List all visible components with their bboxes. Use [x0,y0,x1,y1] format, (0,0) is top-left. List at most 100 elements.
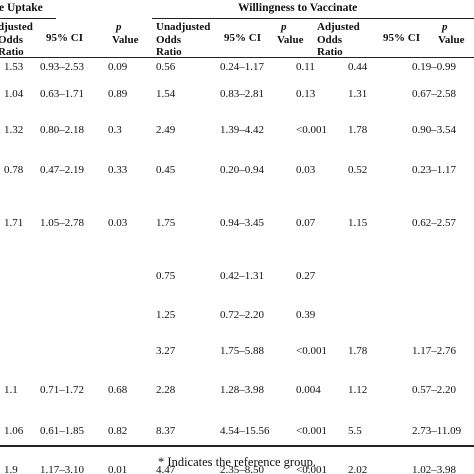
cell-adjusted-or-2: 5.5 [348,425,362,437]
cell-adjusted-or-2 [348,254,412,298]
cell-ci-1 [40,332,108,370]
cell-adjusted-or-2: 1.78 [348,124,368,136]
cell-adjusted-or-2: 1.78 [348,345,368,357]
cell-adjusted-or-1: 0.78 [4,164,24,176]
group-rule-uptake [0,18,56,19]
cell-ci-1: 0.61–1.85 [40,425,84,437]
cell-adjusted-or-1: 1.53 [4,60,24,73]
table-row: 1.25 0.72–2.20 0.39 [0,298,474,332]
cell-ci-3 [412,298,474,332]
table-row: 1.04 0.63–1.71 0.89 1.54 0.83–2.81 0.13 1.31 0.… [0,76,474,112]
table-row: 1.32 0.80–2.18 0.3 2.49 1.39–4.42 <0.001 1.78 0… [0,112,474,148]
footnote: * Indicates the reference group. [158,455,316,469]
cell-adjusted-or-1: 1.06 [4,425,24,437]
cell-p-value-1 [108,332,156,370]
table-row: 0.75 0.42–1.31 0.27 [0,254,474,298]
cell-p-value-2: 0.03 [296,164,316,176]
cell-adjusted-or-2: 1.15 [348,217,368,229]
header-p-3: p Value [438,21,465,46]
cell-ci-3: 1.17–2.76 [412,345,456,357]
cell-p-value-2: 0.07 [296,217,316,229]
cell-p-value-1: 0.82 [108,425,128,437]
cell-adjusted-or-1 [0,332,40,370]
cell-adjusted-or-1: 1.32 [4,124,24,136]
header-bottom-rule [0,57,474,58]
cell-ci-2: 4.54–15.56 [220,425,270,437]
data-table: 1.53 0.93–2.53 0.09 0.56 0.24–1.17 0.11 0.44 0.… [0,57,474,474]
cell-ci-3: 1.02–3.98 [412,464,456,474]
header-unadjusted-or: Unadjusted Odds Ratio [156,21,211,58]
cell-ci-3: 0.57–2.20 [412,384,456,396]
cell-p-value-1: 0.3 [108,124,122,136]
table-row: 0.78 0.47–2.19 0.33 0.45 0.20–0.94 0.03 0.52 0.… [0,148,474,192]
cell-p-value-1 [108,254,156,298]
header-p-1: p Value [112,21,139,46]
cell-ci-2: 1.75–5.88 [220,345,264,357]
cell-ci-3 [412,254,474,298]
cell-ci-2: 1.28–3.98 [220,384,264,396]
cell-unadjusted-or: 0.56 [156,60,176,73]
cell-adjusted-or-1: 1.04 [4,88,24,100]
cell-ci-2: 1.39–4.42 [220,124,264,136]
cell-unadjusted-or: 1.54 [156,88,176,100]
cell-p-value-1 [108,298,156,332]
header-ci-2: 95% CI [224,32,261,44]
header-ci-3: 95% CI [383,32,420,44]
cell-ci-3: 2.73–11.09 [412,425,462,437]
cell-ci-3: 0.19–0.99 [412,60,456,73]
cell-p-value-1: 0.89 [108,88,128,100]
cell-ci-2: 0.20–0.94 [220,164,264,176]
cell-ci-1: 1.17–3.10 [40,464,84,474]
table-row: 1.9 1.17–3.10 0.01 4.47 2.35–8.50 <0.001 2.02 1… [0,452,474,474]
cell-ci-2: 2.35–8.50 [220,464,264,474]
cell-p-value-1: 0.68 [108,384,128,396]
cell-ci-1: 0.63–1.71 [40,88,84,100]
cell-ci-1: 0.93–2.53 [40,60,84,73]
table-row: 1.1 0.71–1.72 0.68 2.28 1.28–3.98 0.004 1.12 0.… [0,370,474,410]
header-p-2: p Value [277,21,304,46]
table-row: 1.53 0.93–2.53 0.09 0.56 0.24–1.17 0.11 0.44 0.… [0,57,474,76]
header-adjusted-or-1: djusted Odds Ratio [0,21,33,58]
cell-p-value-2: 0.27 [296,270,316,282]
cell-unadjusted-or: 2.49 [156,124,176,136]
cell-unadjusted-or: 0.75 [156,270,176,282]
cell-ci-3: 0.62–2.57 [412,217,456,229]
cell-adjusted-or-2: 2.02 [348,464,368,474]
cell-ci-1: 1.05–2.78 [40,217,84,229]
cell-ci-1 [40,298,108,332]
cell-adjusted-or-1: 1.1 [4,384,18,396]
cell-ci-1 [40,254,108,298]
group-title-uptake: e Uptake [0,2,43,14]
cell-unadjusted-or: 4.47 [156,464,176,474]
cell-adjusted-or-2: 0.44 [348,60,368,73]
cell-ci-2: 0.94–3.45 [220,217,264,229]
cell-ci-2: 0.83–2.81 [220,88,264,100]
cell-p-value-2: 0.39 [296,309,316,321]
cell-adjusted-or-2 [348,298,412,332]
cell-adjusted-or-2: 1.12 [348,384,368,396]
cell-unadjusted-or: 3.27 [156,345,176,357]
cell-p-value-2: <0.001 [296,124,327,136]
cell-p-value-1: 0.09 [108,60,128,73]
cell-p-value-2: <0.001 [296,345,327,357]
cell-p-value-1: 0.33 [108,164,128,176]
cell-unadjusted-or: 2.28 [156,384,176,396]
cell-adjusted-or-1 [0,254,40,298]
cell-unadjusted-or: 0.45 [156,164,176,176]
cell-p-value-2: 0.13 [296,88,316,100]
cell-adjusted-or-1: 1.9 [4,464,18,474]
cell-adjusted-or-1: 1.71 [4,217,24,229]
cell-ci-2: 0.42–1.31 [220,270,264,282]
cell-ci-1: 0.80–2.18 [40,124,84,136]
cell-ci-2: 0.24–1.17 [220,60,264,73]
cell-p-value-2: <0.001 [296,425,327,437]
cell-ci-1: 0.47–2.19 [40,164,84,176]
cell-p-value-2: 0.11 [296,60,315,73]
cell-unadjusted-or: 1.25 [156,309,176,321]
cell-ci-3: 0.23–1.17 [412,164,456,176]
cell-adjusted-or-1 [0,298,40,332]
table-row: 1.71 1.05–2.78 0.03 1.75 0.94–3.45 0.07 1.15 0.… [0,192,474,254]
table-bottom-rule [0,445,474,447]
